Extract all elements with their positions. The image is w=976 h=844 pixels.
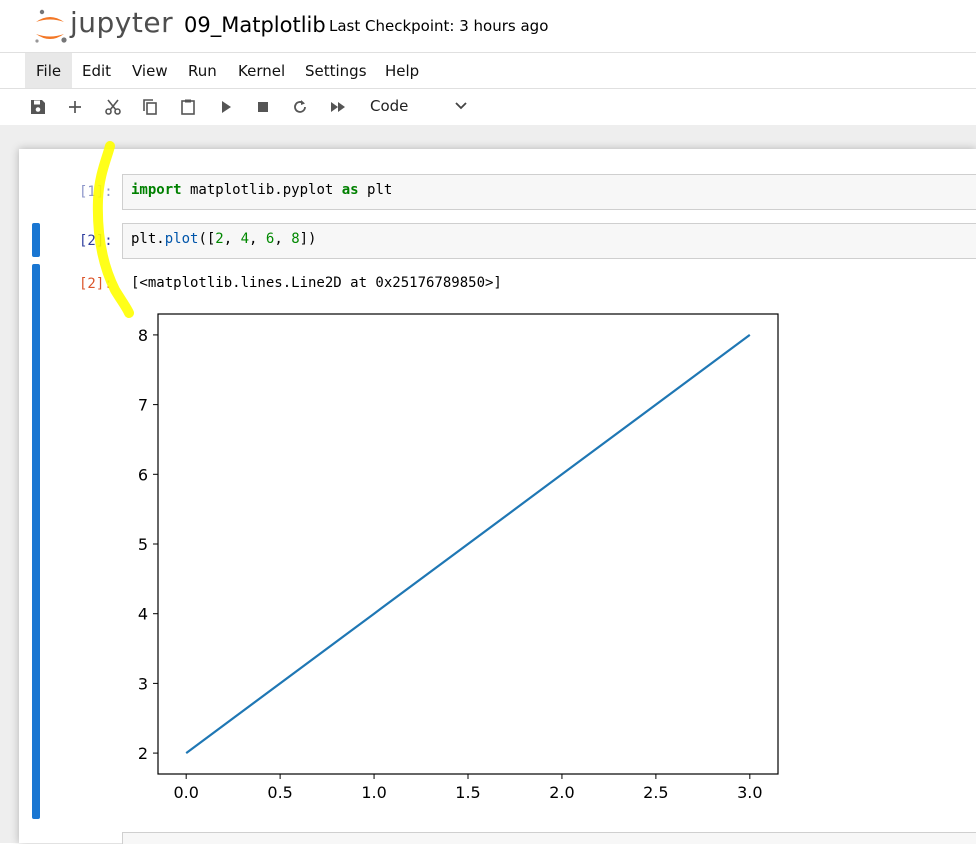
menu-help[interactable]: Help (385, 62, 420, 80)
cell-2-output-text: [<matplotlib.lines.Line2D at 0x251767898… (131, 275, 502, 291)
run-icon[interactable] (214, 95, 238, 119)
menu-view[interactable]: View (132, 62, 168, 80)
cell-2-editor[interactable]: plt.plot([2, 4, 6, 8]) (122, 223, 976, 259)
jupyter-logo-icon[interactable] (32, 8, 72, 46)
code-token: as (341, 182, 359, 198)
code-token: , (249, 231, 266, 247)
cell-1-editor[interactable]: import matplotlib.pyplot as plt (122, 174, 976, 210)
code-token: matplotlib.pyplot (181, 182, 342, 198)
y-tick-label: 3 (138, 674, 148, 693)
code-token: 2 (215, 231, 224, 247)
series-line (185, 334, 751, 754)
menu-kernel[interactable]: Kernel (238, 62, 286, 80)
notebook-title[interactable]: 09_Matplotlib (184, 13, 326, 37)
menu-edit[interactable]: Edit (82, 62, 112, 80)
notebook-panel (19, 149, 976, 843)
x-tick-label: 2.0 (549, 783, 574, 802)
y-tick-label: 7 (138, 396, 148, 415)
code-token: 6 (265, 231, 275, 247)
cell-1-input-prompt: [1]: (79, 184, 113, 200)
add-icon[interactable] (63, 95, 87, 119)
menu-settings[interactable]: Settings (305, 62, 367, 80)
cut-icon[interactable] (101, 95, 125, 119)
x-tick-label: 0.5 (267, 783, 292, 802)
code-token: 4 (240, 231, 250, 247)
y-tick-label: 8 (138, 326, 148, 345)
cell-type-select[interactable]: Code (370, 97, 409, 115)
menu-bar: File Edit View Run Kernel Settings Help (0, 53, 976, 88)
x-tick-label: 1.0 (361, 783, 386, 802)
x-tick-label: 1.5 (455, 783, 480, 802)
cell-2-input-collapser[interactable] (32, 223, 40, 257)
code-token: ]) (299, 231, 317, 247)
code-token: plt. (131, 231, 165, 247)
cell-3-editor[interactable] (122, 832, 976, 844)
menu-run[interactable]: Run (188, 62, 217, 80)
y-tick-label: 5 (138, 535, 148, 554)
save-icon[interactable] (26, 95, 50, 119)
paste-icon[interactable] (176, 95, 200, 119)
code-token: , (223, 231, 241, 247)
top-header: jupyter 09_Matplotlib Last Checkpoint: 3… (0, 0, 976, 53)
last-checkpoint: Last Checkpoint: 3 hours ago (329, 17, 549, 35)
code-token: import (131, 182, 182, 198)
x-tick-label: 2.5 (643, 783, 668, 802)
y-tick-label: 2 (138, 744, 148, 763)
code-token: plot (164, 231, 199, 247)
code-token: 8 (291, 231, 300, 247)
notebook-toolbar: Code (0, 88, 976, 126)
x-tick-label: 0.0 (173, 783, 198, 802)
fast-forward-icon[interactable] (326, 95, 350, 119)
menu-file[interactable]: File (25, 53, 73, 88)
code-token: plt (358, 182, 393, 198)
cell-2-input-prompt: [2]: (79, 233, 113, 249)
matplotlib-line-chart: 0.0 0.5 1.0 1.5 2.0 2.5 3.0 2 3 4 5 6 7 8 (138, 313, 779, 802)
cell-2-output-prompt: [2]: (79, 276, 113, 292)
cell-2-output-collapser[interactable] (32, 264, 40, 819)
jupyter-wordmark: jupyter (70, 6, 174, 39)
chevron-down-icon[interactable] (452, 97, 470, 115)
stop-icon[interactable] (251, 95, 275, 119)
cell-1-code: import matplotlib.pyplot as plt (131, 182, 392, 198)
code-token: , (274, 231, 292, 247)
copy-icon[interactable] (138, 95, 162, 119)
code-token: ([ (198, 231, 216, 247)
x-tick-label: 3.0 (737, 783, 762, 802)
restart-icon[interactable] (288, 95, 312, 119)
y-tick-label: 6 (138, 465, 148, 484)
cell-2-code: plt.plot([2, 4, 6, 8]) (131, 231, 316, 247)
y-tick-label: 4 (138, 605, 148, 624)
